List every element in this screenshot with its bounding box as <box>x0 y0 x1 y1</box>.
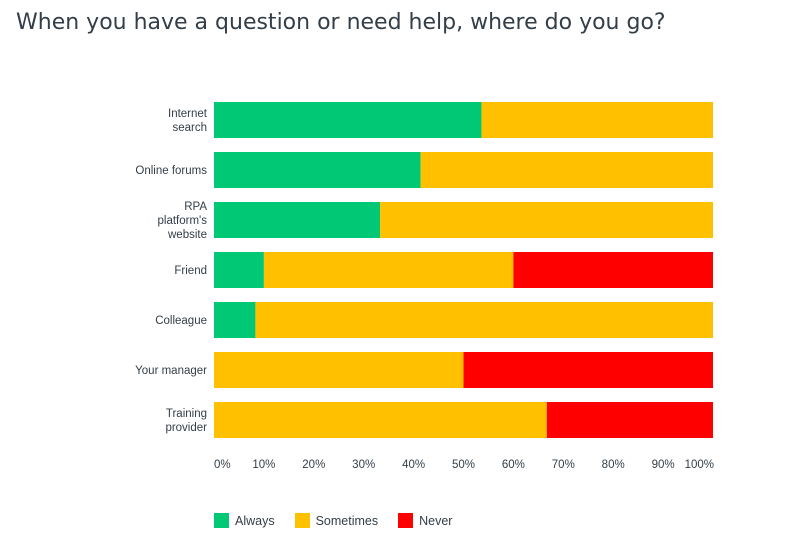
legend-swatch <box>294 513 310 528</box>
bar-segment-always[interactable] <box>214 152 421 188</box>
x-tick-label: 50% <box>452 459 475 471</box>
chart-title: When you have a question or need help, w… <box>16 10 666 35</box>
bar-segment-always[interactable] <box>214 252 264 288</box>
bar-segment-never[interactable] <box>513 252 713 288</box>
x-tick-label: 20% <box>302 459 325 471</box>
category-label: Friend <box>174 265 207 277</box>
bar-segment-sometimes[interactable] <box>214 402 547 438</box>
category-label: Internet search <box>168 108 208 134</box>
bar-segment-sometimes[interactable] <box>481 102 713 138</box>
category-labels: Internet search Online forums RPA platform's… <box>135 108 208 434</box>
legend-label: Sometimes <box>315 513 379 528</box>
legend-swatch <box>398 513 414 528</box>
x-tick-label: 60% <box>502 459 525 471</box>
x-tick-label: 30% <box>352 459 375 471</box>
category-label: Your manager <box>135 365 207 377</box>
bar-segment-always[interactable] <box>214 202 381 238</box>
legend-item-always[interactable]: Always <box>214 513 275 528</box>
legend-swatch <box>214 513 229 528</box>
category-label: Online forums <box>135 165 207 177</box>
x-tick-label: 10% <box>252 459 275 471</box>
category-label: Colleague <box>155 315 207 327</box>
x-tick-label: 40% <box>402 459 425 471</box>
bar-group <box>214 102 714 438</box>
legend: Always Sometimes Never <box>214 513 452 528</box>
bar-segment-sometimes[interactable] <box>214 352 464 388</box>
legend-label: Never <box>419 513 453 528</box>
category-label: Training provider <box>165 408 207 434</box>
legend-item-never[interactable]: Never <box>398 513 452 528</box>
bar-segment-always[interactable] <box>214 302 256 338</box>
x-tick-label: 0% <box>214 459 231 471</box>
x-tick-label: 90% <box>652 459 675 471</box>
bar-segment-sometimes[interactable] <box>380 202 713 238</box>
legend-item-sometimes[interactable]: Sometimes <box>294 513 379 528</box>
category-label: RPA platform's website <box>158 201 208 241</box>
x-tick-label: 70% <box>552 459 575 471</box>
legend-label: Always <box>235 513 275 528</box>
x-tick-label: 100% <box>685 459 714 471</box>
bar-segment-sometimes[interactable] <box>255 302 714 338</box>
bar-segment-sometimes[interactable] <box>420 152 713 188</box>
x-axis-ticks: 0% 10% 20% 30% 40% 50% 60% 70% 80% 90% 100% <box>214 459 714 471</box>
x-tick-label: 80% <box>602 459 625 471</box>
bar-segment-sometimes[interactable] <box>263 252 514 288</box>
bar-segment-never[interactable] <box>546 402 713 438</box>
bar-segment-always[interactable] <box>214 102 482 138</box>
bar-segment-never[interactable] <box>463 352 714 388</box>
